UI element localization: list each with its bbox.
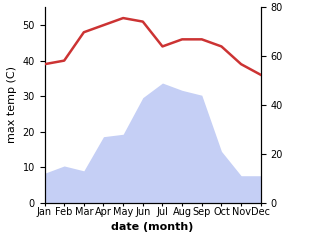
X-axis label: date (month): date (month) [111, 222, 194, 232]
Y-axis label: max temp (C): max temp (C) [7, 66, 17, 144]
